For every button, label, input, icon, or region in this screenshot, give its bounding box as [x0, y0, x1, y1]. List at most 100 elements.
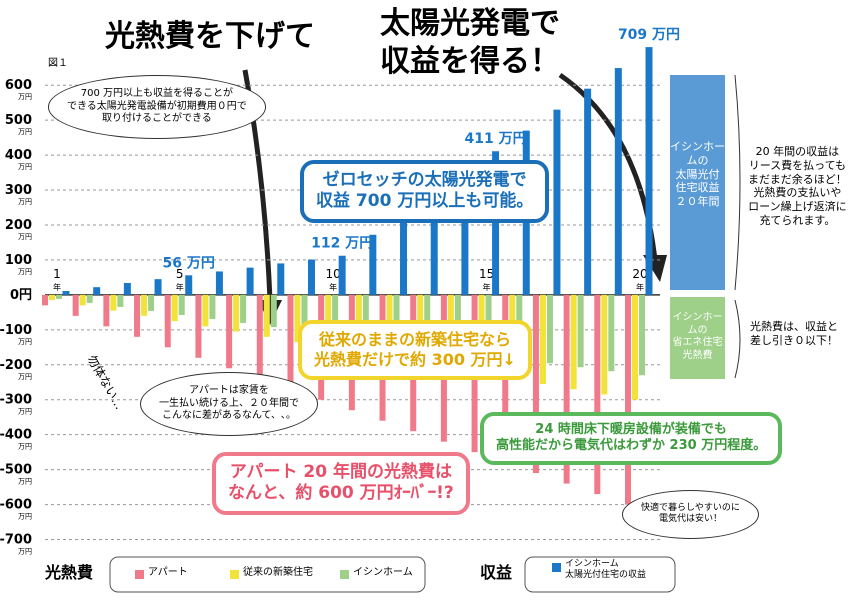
bar — [164, 294, 171, 348]
note: 光熱費は、収益と 差し引き０以下！ — [750, 320, 838, 347]
bar — [639, 294, 645, 376]
bar — [185, 275, 193, 295]
y-unit: 万円 — [18, 198, 32, 206]
bar — [123, 282, 131, 295]
callout: アパート 20 年間の光熱費は なんと、約 600 万円ｵｰﾊﾞｰ!? — [212, 452, 470, 515]
speech-bubble: 700 万円以上も収益を得ることが できる太陽光発電設備が初期費用０円で 取り付… — [48, 75, 266, 139]
bar — [307, 259, 315, 295]
bar — [584, 88, 592, 295]
bar — [608, 294, 615, 372]
bar — [56, 294, 62, 299]
value-label: 709 万円 — [618, 27, 680, 43]
y-tick-label: -600 — [0, 498, 32, 513]
y-tick-label: 600 — [5, 78, 32, 93]
bar — [79, 294, 86, 306]
bar — [601, 294, 608, 395]
bar — [546, 294, 553, 364]
x-unit: 年 — [53, 282, 61, 292]
y-unit: 万円 — [18, 513, 32, 521]
x-tick-label: 15 — [479, 267, 494, 281]
note: 20 年間の収益は リース費を払っても まだまだ余るほど！ 光熱費の支払いや ロ… — [748, 145, 847, 227]
bar — [178, 294, 185, 315]
bar — [270, 294, 277, 328]
bar — [42, 294, 48, 306]
y-tick-label: 100 — [5, 253, 32, 268]
bar — [246, 267, 254, 295]
x-unit: 年 — [329, 282, 337, 292]
legend-swatch — [135, 570, 144, 579]
x-unit: 年 — [636, 282, 644, 292]
y-tick-label: -200 — [0, 358, 32, 373]
bar — [263, 294, 270, 337]
speech-bubble: 快適で暮らしやすいのに 電気代は安い！ — [622, 490, 759, 539]
bar — [570, 294, 577, 390]
x-tick-label: 10 — [326, 267, 341, 281]
legend-label: アパート — [148, 567, 188, 578]
bar — [256, 294, 263, 379]
bar — [148, 294, 155, 311]
y-tick-label: -400 — [0, 428, 32, 443]
bar — [49, 294, 55, 301]
bar — [86, 294, 93, 303]
bar — [332, 294, 339, 336]
y-unit: 万円 — [18, 233, 32, 241]
bar — [93, 287, 101, 295]
x-tick-label: 1 — [53, 267, 61, 281]
bar — [645, 47, 653, 295]
y-unit: 万円 — [18, 268, 32, 276]
revenue-box — [670, 75, 725, 290]
bar — [362, 294, 369, 340]
bar — [195, 294, 202, 358]
bar — [338, 255, 346, 295]
y-unit: 万円 — [18, 338, 32, 346]
bar — [110, 294, 117, 311]
x-tick-label: 20 — [632, 267, 647, 281]
bar — [233, 294, 240, 332]
y-tick-label: -100 — [0, 323, 32, 338]
y-unit: 万円 — [18, 163, 32, 171]
value-label: 112 万円 — [311, 236, 373, 252]
legend-title: 光熱費 — [45, 563, 94, 582]
bar — [103, 294, 110, 327]
bar — [393, 294, 400, 344]
bar — [294, 294, 301, 343]
value-label: 411 万円 — [465, 131, 527, 147]
bar — [400, 214, 408, 295]
y-tick-label: -500 — [0, 463, 32, 478]
legend-frame — [109, 556, 426, 593]
bar — [632, 294, 638, 400]
bar — [532, 294, 539, 474]
y-tick-label: -700 — [0, 533, 32, 548]
x-unit: 年 — [483, 282, 491, 292]
bar — [430, 193, 438, 295]
legend-label: イシンホーム — [353, 567, 413, 578]
callout: 従来のままの新築住宅なら 光熱費だけで約 300 万円↓ — [298, 320, 532, 380]
x-tick-label: 5 — [176, 267, 184, 281]
bar — [202, 294, 209, 327]
callout: ゼロセッチの太陽光発電で 収益 700 万円以上も可能。 — [300, 160, 550, 223]
bar — [72, 294, 79, 316]
speech-bubble: アパートは家賃を 一生払い続ける上、２０年間で こんなに差があるなんて、､。 — [140, 372, 318, 436]
y-tick-label: 400 — [5, 148, 32, 163]
bar — [625, 294, 631, 505]
bar — [141, 294, 148, 316]
x-unit: 年 — [176, 282, 184, 292]
y-tick-label: -300 — [0, 393, 32, 408]
bar — [171, 294, 178, 322]
legend-title: 収益 — [480, 563, 513, 582]
y-tick-label: 500 — [5, 113, 32, 128]
bar — [277, 263, 285, 295]
y-tick-label: 0円 — [10, 288, 32, 303]
bar — [369, 234, 377, 295]
bar — [240, 294, 247, 324]
bar — [461, 172, 469, 295]
legend-frame — [524, 556, 676, 593]
y-unit: 万円 — [18, 478, 32, 486]
legend-swatch — [552, 563, 561, 572]
callout: 24 時間床下暖房設備が装備でも 高性能だから電気代はわずか 230 万円程度。 — [480, 412, 783, 465]
bar — [287, 294, 294, 390]
figure-label: 図１ — [48, 58, 68, 69]
y-tick-label: 200 — [5, 218, 32, 233]
box-label: イシンホームの 太陽光付 住宅収益 ２０年間 — [670, 140, 725, 208]
